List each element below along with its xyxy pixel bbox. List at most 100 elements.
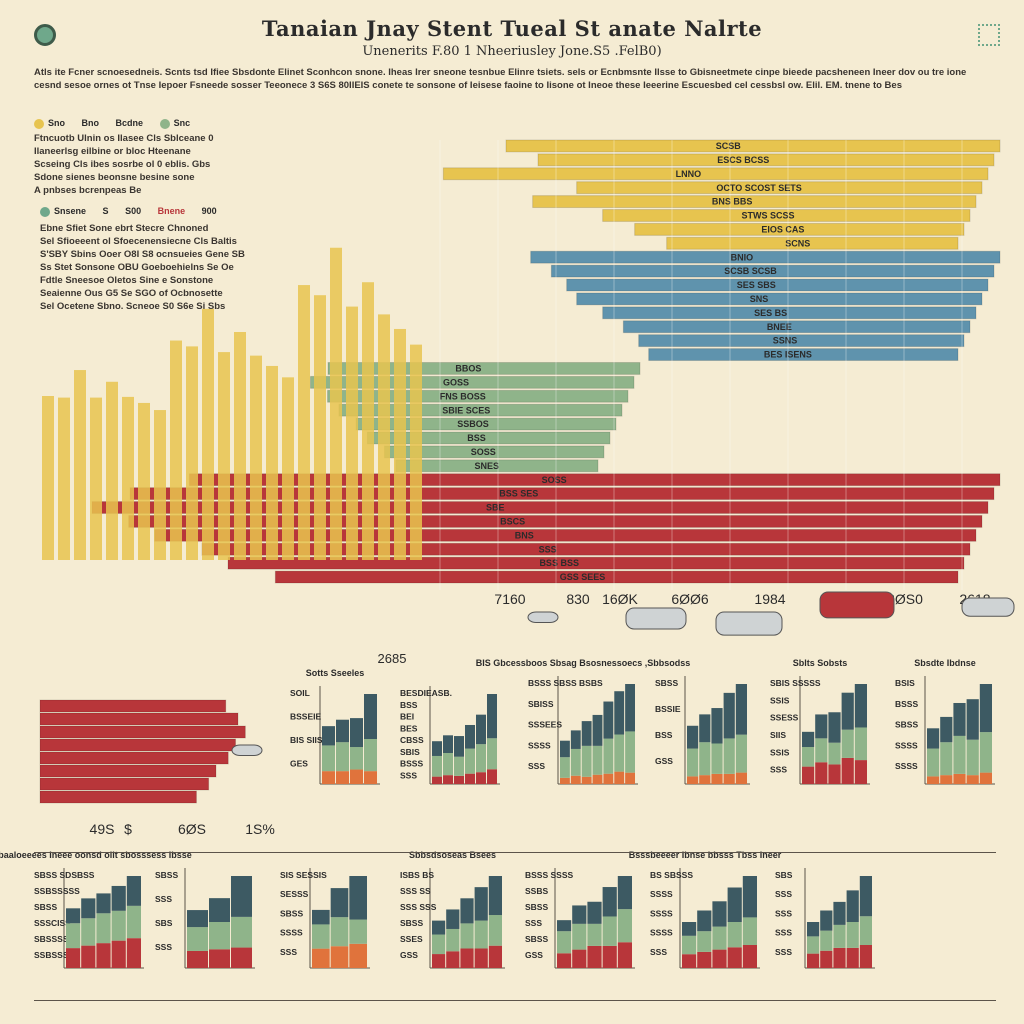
panel-tick-label: BESDIEASB. bbox=[400, 688, 452, 698]
bar-segment bbox=[366, 431, 611, 445]
bar-segment bbox=[602, 306, 977, 320]
panel-tick-label: SSSS bbox=[528, 740, 551, 750]
legend-label: Bnene bbox=[157, 206, 186, 216]
stacked-bar-segment bbox=[711, 743, 723, 774]
yellow-column bbox=[154, 410, 166, 560]
bar-label: SBIE SCES bbox=[442, 405, 490, 415]
note-line: Ilaneerlsg eilbine or bloc Hteenane bbox=[34, 146, 191, 157]
teal-dot-icon bbox=[40, 206, 50, 217]
panel-tick-label: ISBS BS bbox=[400, 870, 434, 880]
stacked-bar-segment bbox=[231, 916, 252, 948]
panel-tick-label: SBIS bbox=[400, 747, 420, 757]
panel-tick-label: SSSS bbox=[895, 761, 918, 771]
stacked-bar-segment bbox=[802, 766, 815, 784]
stacked-bar-segment bbox=[446, 928, 460, 952]
panel-tick-label: BES bbox=[400, 723, 418, 733]
stacked-bar-segment bbox=[330, 917, 349, 947]
bar-segment bbox=[442, 167, 989, 181]
stacked-bar-segment bbox=[487, 738, 497, 770]
stacked-bar-segment bbox=[350, 718, 363, 748]
yellow-column bbox=[282, 377, 294, 560]
car-icon bbox=[231, 744, 263, 756]
panel-tick-label: SIS SESSIS bbox=[280, 870, 327, 880]
stacked-bar-segment bbox=[735, 734, 747, 773]
stacked-bar-segment bbox=[614, 771, 625, 784]
stacked-bar-segment bbox=[476, 772, 486, 784]
brand-seal-icon bbox=[34, 24, 56, 46]
stacked-bar-segment bbox=[364, 694, 377, 739]
stacked-bar-segment bbox=[187, 950, 208, 968]
bottom-tick-label: 1S% bbox=[245, 821, 275, 837]
stacked-bar-segment bbox=[603, 738, 614, 774]
stacked-bar-segment bbox=[336, 771, 349, 784]
stacked-bar-segment bbox=[557, 920, 572, 932]
note-block-b: Ebne Sfiet Sone ebrt Stecre Chnoned Sel … bbox=[40, 222, 245, 313]
stacked-bar-segment bbox=[807, 936, 820, 954]
bar-segment bbox=[227, 556, 965, 570]
yellow-column bbox=[170, 340, 182, 560]
panel-title: Sblts Sobsts bbox=[793, 658, 848, 668]
stacked-bar-segment bbox=[828, 712, 841, 743]
yellow-column bbox=[314, 295, 326, 560]
stacked-bar-segment bbox=[488, 945, 502, 968]
panel-tick-label: SSBS bbox=[525, 886, 548, 896]
bar-label: FNS BOSS bbox=[440, 391, 486, 401]
stacked-bar-segment bbox=[833, 924, 846, 948]
panel-tick-label: BS SBSSS bbox=[650, 870, 693, 880]
stacked-bar-segment bbox=[111, 940, 126, 968]
stacked-bar-segment bbox=[859, 945, 872, 968]
red-step-bar bbox=[39, 699, 227, 713]
stacked-bar-segment bbox=[742, 945, 757, 968]
bar-label: BSCS bbox=[500, 517, 525, 527]
stacked-bar-segment bbox=[432, 755, 442, 777]
x-tick-label: 6ØØ6 bbox=[671, 591, 709, 607]
stacked-bar-segment bbox=[209, 898, 230, 922]
panel-tick-label: BSIS bbox=[895, 678, 915, 688]
stacked-bar-segment bbox=[953, 735, 966, 774]
stacked-bar-segment bbox=[711, 773, 723, 784]
bar-segment bbox=[532, 195, 977, 209]
stacked-bar-segment bbox=[833, 947, 846, 968]
legend-label: S bbox=[102, 206, 109, 216]
stacked-bar-segment bbox=[581, 721, 592, 746]
stacked-bar-segment bbox=[846, 947, 859, 968]
stacked-bar-segment bbox=[846, 890, 859, 922]
stacked-bar-segment bbox=[572, 949, 587, 968]
bar-label: SCNS bbox=[785, 238, 810, 248]
bar-label: SOSS bbox=[542, 475, 567, 485]
stacked-bar-segment bbox=[432, 741, 442, 756]
stacked-bar-segment bbox=[560, 777, 570, 784]
stacked-bar-segment bbox=[711, 708, 723, 744]
bar-segment bbox=[602, 209, 971, 222]
callout-label: 2685 bbox=[378, 651, 407, 666]
stacked-bar-segment bbox=[699, 714, 711, 743]
stacked-bar-segment bbox=[443, 735, 453, 754]
panel-tick-label: SBSS bbox=[895, 720, 918, 730]
stacked-bar-segment bbox=[476, 744, 486, 773]
bar-label: GOSS bbox=[443, 377, 469, 387]
stacked-bar-segment bbox=[742, 876, 757, 918]
stacked-bar-segment bbox=[488, 915, 502, 946]
panel-tick-label: SSIS bbox=[770, 747, 790, 757]
stacked-bar-segment bbox=[126, 905, 141, 939]
panel-tick-label: SBIS SSSSS bbox=[770, 678, 821, 688]
car-icon bbox=[819, 591, 895, 619]
legend-label: 900 bbox=[201, 206, 217, 216]
bar-label: BNS BBS bbox=[712, 197, 753, 207]
stacked-bar-segment bbox=[454, 756, 464, 776]
panel-tick-label: SSBSSSSS bbox=[34, 886, 80, 896]
stacked-bar-segment bbox=[687, 725, 699, 749]
bar-segment bbox=[395, 459, 599, 473]
stacked-bar-segment bbox=[617, 876, 632, 910]
bar-label: SSBOS bbox=[457, 419, 489, 429]
bar-label: BSS BSS bbox=[539, 558, 579, 568]
stacked-bar-segment bbox=[474, 920, 488, 949]
bar-label: BBOS bbox=[455, 364, 481, 374]
panel-tick-label: BEI bbox=[400, 712, 414, 722]
stacked-bar-segment bbox=[432, 776, 442, 784]
stacked-bar-segment bbox=[209, 949, 230, 968]
stacked-bar-segment bbox=[815, 738, 828, 763]
x-tick-label: 2618 bbox=[959, 591, 990, 607]
yellow-column bbox=[58, 397, 70, 560]
stacked-bar-segment bbox=[465, 773, 475, 784]
